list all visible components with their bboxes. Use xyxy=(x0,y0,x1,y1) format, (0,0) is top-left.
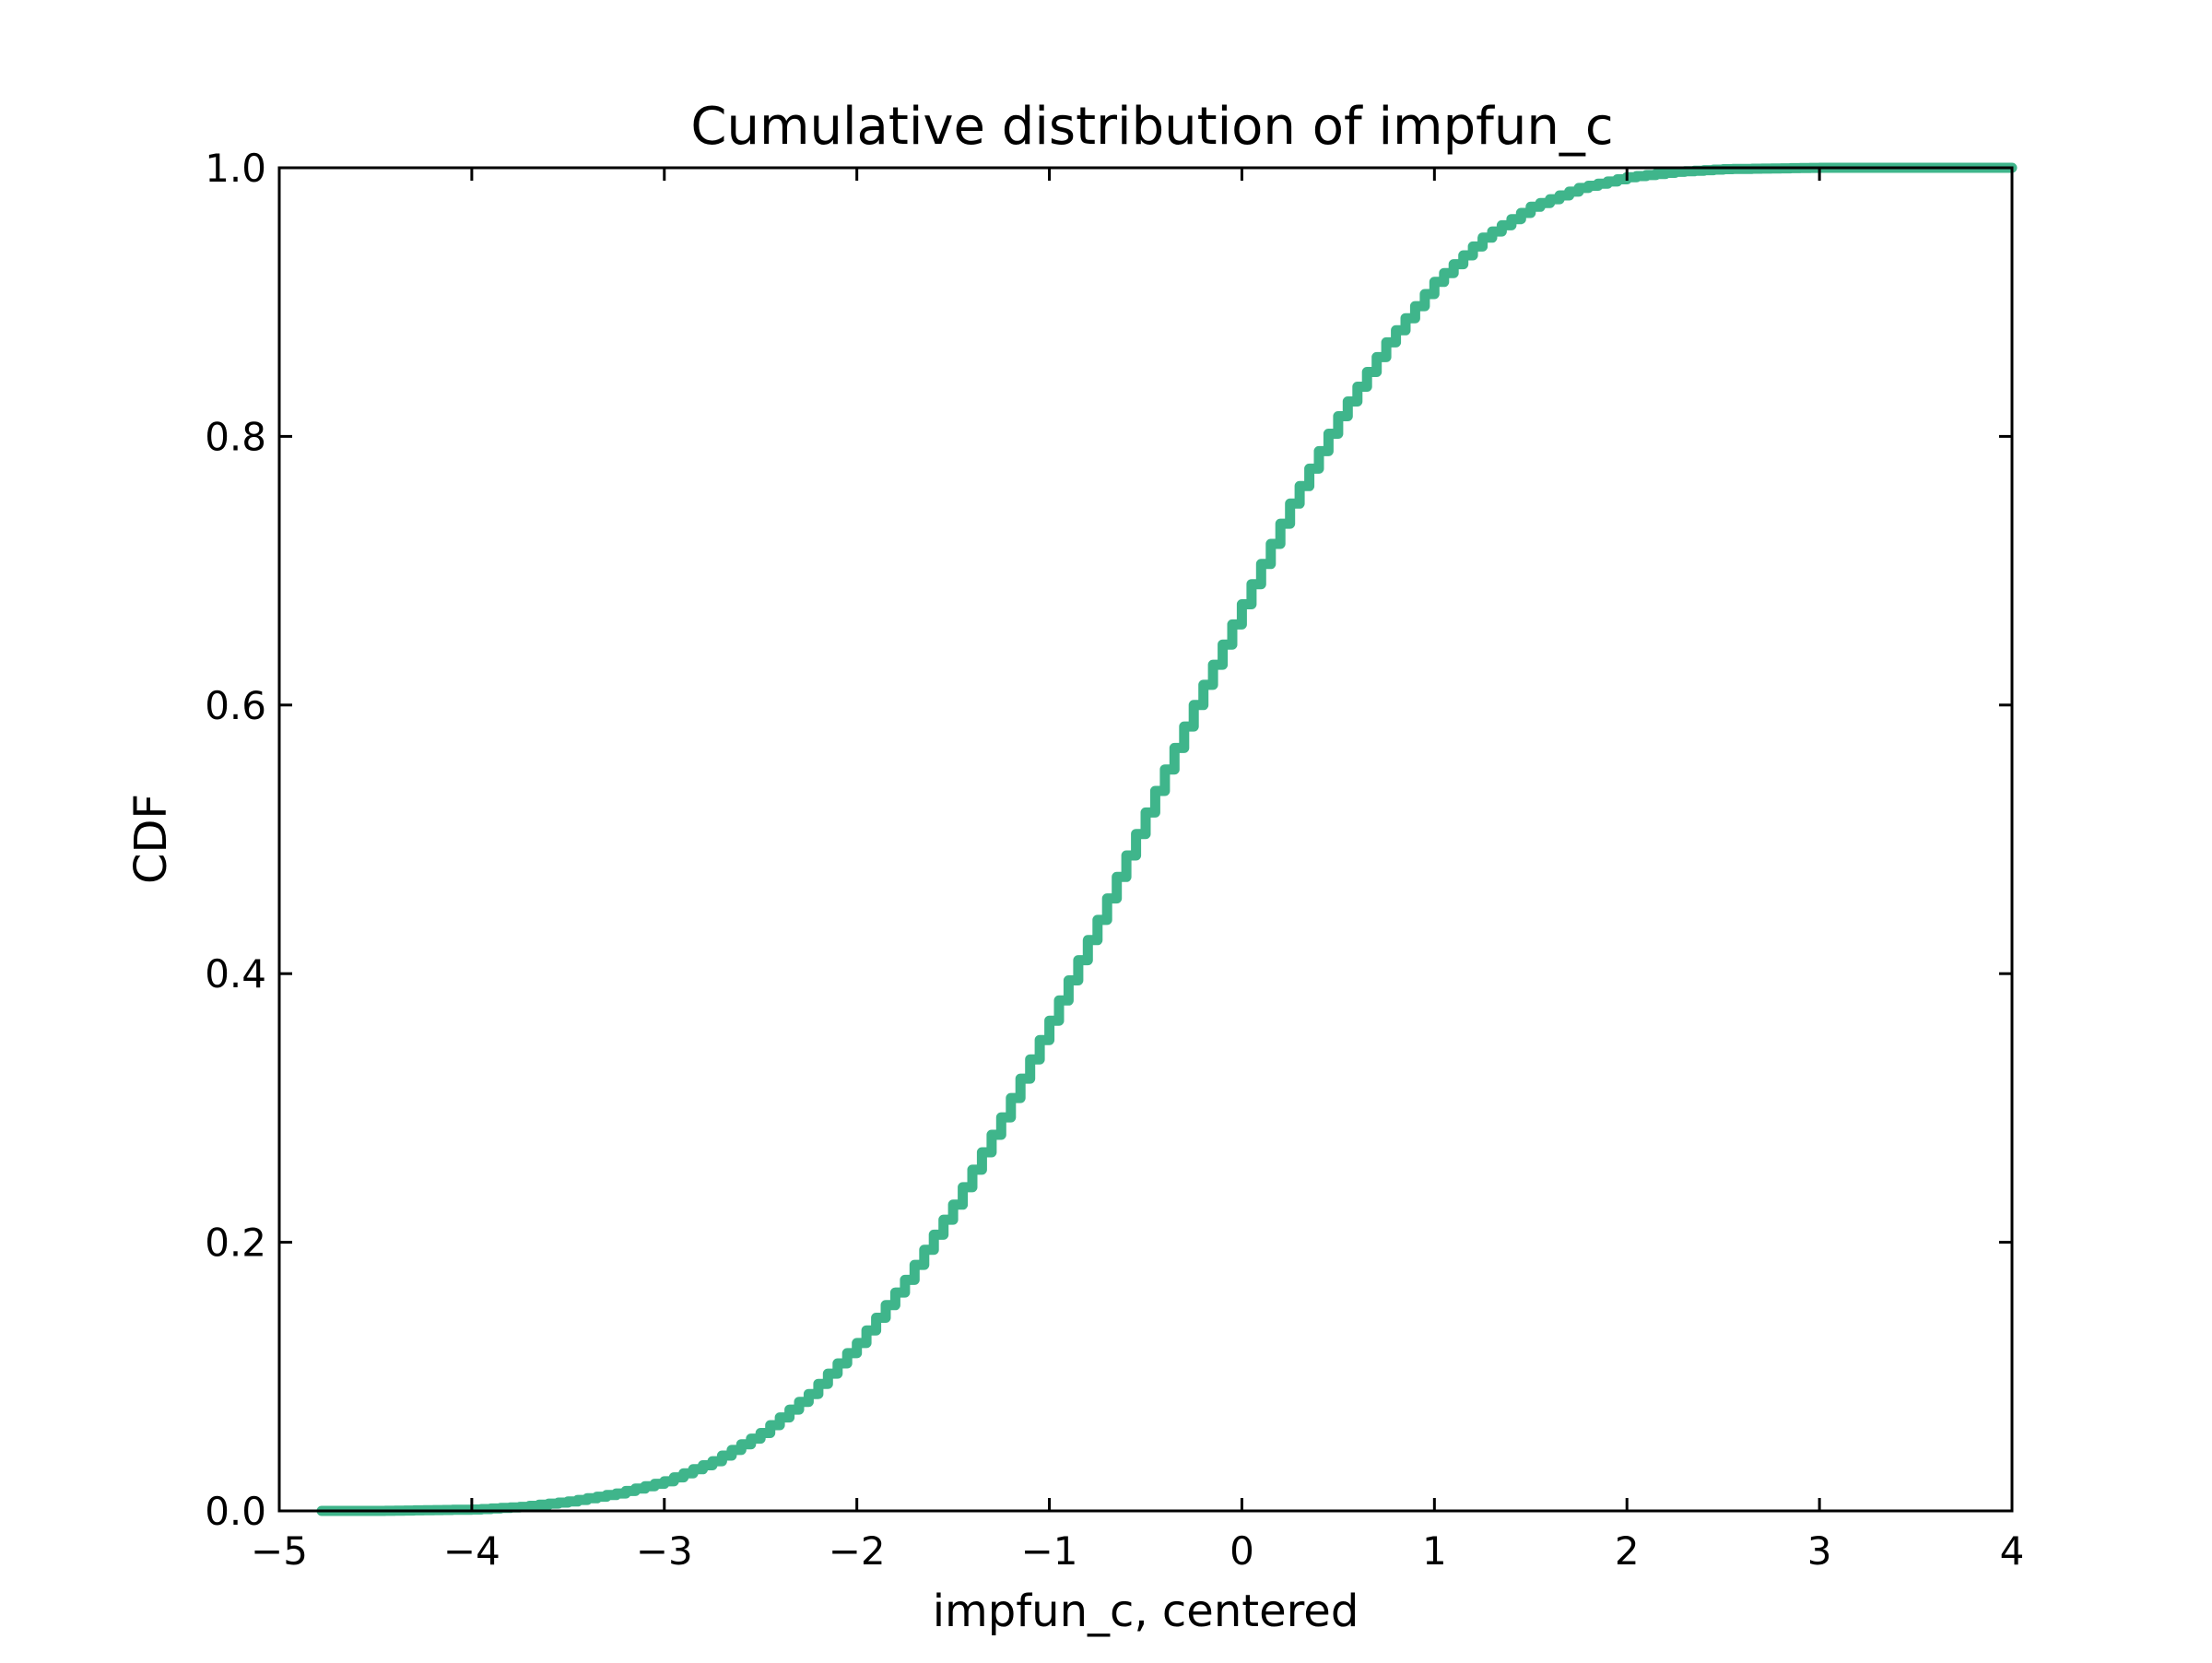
x-tick-label: −5 xyxy=(251,1528,308,1574)
x-tick-label: 4 xyxy=(2000,1528,2025,1574)
chart-title: Cumulative distribution of impfun_c xyxy=(690,97,1613,157)
x-tick-label: 0 xyxy=(1230,1528,1254,1574)
y-tick-label: 0.4 xyxy=(205,951,266,997)
y-tick-label: 0.0 xyxy=(205,1489,266,1534)
y-axis-ticks: 0.0 0.2 0.4 0.6 0.8 1.0 xyxy=(205,146,2012,1534)
x-tick-label: −4 xyxy=(443,1528,500,1574)
x-tick-label: 1 xyxy=(1422,1528,1447,1574)
axes-frame xyxy=(277,166,2014,1513)
x-tick-label: 2 xyxy=(1615,1528,1640,1574)
x-tick-label: −1 xyxy=(1021,1528,1078,1574)
cdf-series-line-0 xyxy=(316,162,2018,1516)
x-tick-label: 3 xyxy=(1807,1528,1832,1574)
plot-area xyxy=(316,162,2018,1516)
y-tick-label: 1.0 xyxy=(205,146,266,191)
x-axis-label: impfun_c, centered xyxy=(933,1586,1359,1637)
x-axis-ticks: −5 −4 −3 −2 −1 0 1 2 3 4 xyxy=(251,168,2024,1574)
y-tick-label: 0.8 xyxy=(205,414,266,459)
y-tick-label: 0.6 xyxy=(205,683,266,728)
x-tick-label: −2 xyxy=(829,1528,886,1574)
x-tick-label: −3 xyxy=(636,1528,693,1574)
y-tick-label: 0.2 xyxy=(205,1221,266,1266)
y-axis-label: CDF xyxy=(125,794,177,884)
